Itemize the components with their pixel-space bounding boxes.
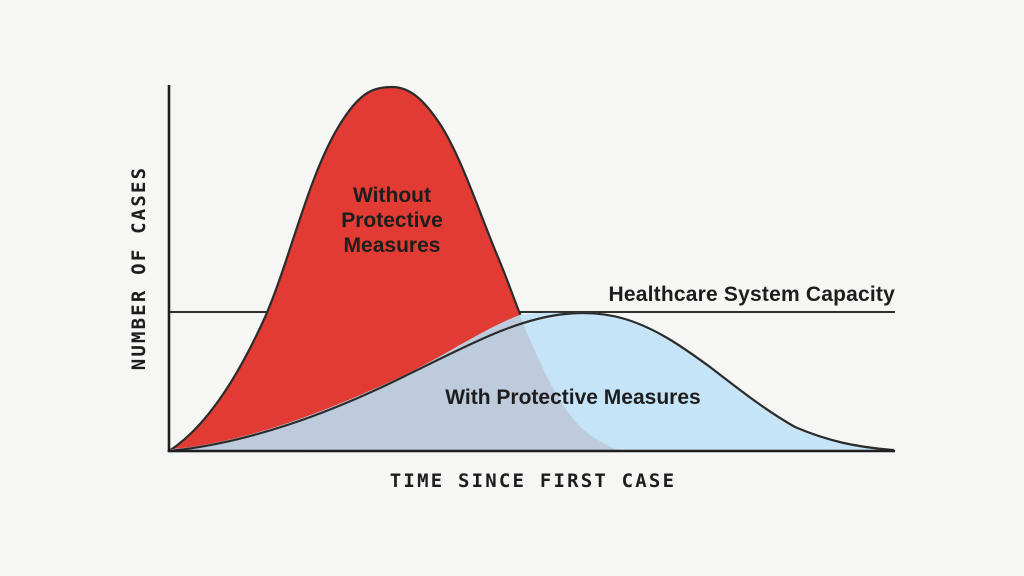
with-measures-label: With Protective Measures	[445, 386, 701, 409]
y-axis-label: NUMBER OF CASES	[128, 165, 150, 371]
capacity-line-label: Healthcare System Capacity	[608, 283, 895, 306]
without-measures-label: Without Protective Measures	[341, 184, 443, 257]
x-axis-label: TIME SINCE FIRST CASE	[389, 470, 677, 492]
blue-curve-outline	[167, 311, 895, 453]
